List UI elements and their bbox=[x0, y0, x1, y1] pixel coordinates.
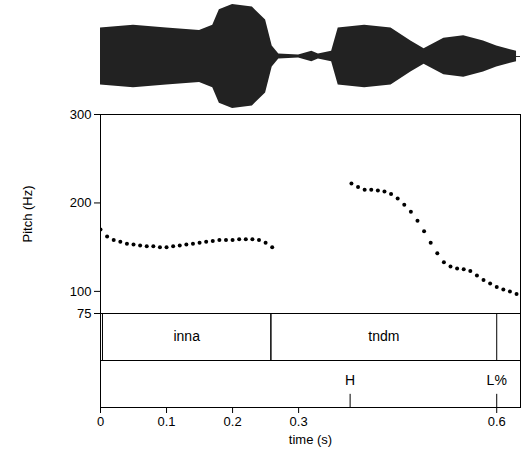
svg-text:0.6: 0.6 bbox=[488, 414, 506, 429]
svg-text:0.1: 0.1 bbox=[157, 414, 175, 429]
svg-text:300: 300 bbox=[70, 108, 92, 122]
svg-text:H: H bbox=[345, 372, 355, 388]
svg-text:200: 200 bbox=[70, 195, 92, 210]
svg-text:75: 75 bbox=[77, 306, 91, 320]
svg-text:0: 0 bbox=[97, 414, 104, 429]
svg-text:0.2: 0.2 bbox=[224, 414, 242, 429]
svg-text:L%: L% bbox=[487, 372, 507, 388]
svg-text:time (s): time (s) bbox=[289, 432, 332, 447]
svg-text:0.3: 0.3 bbox=[290, 414, 308, 429]
svg-text:100: 100 bbox=[70, 284, 92, 299]
svg-text:inna: inna bbox=[173, 328, 200, 344]
svg-text:tndm: tndm bbox=[368, 328, 399, 344]
svg-text:Pitch (Hz): Pitch (Hz) bbox=[20, 185, 35, 242]
